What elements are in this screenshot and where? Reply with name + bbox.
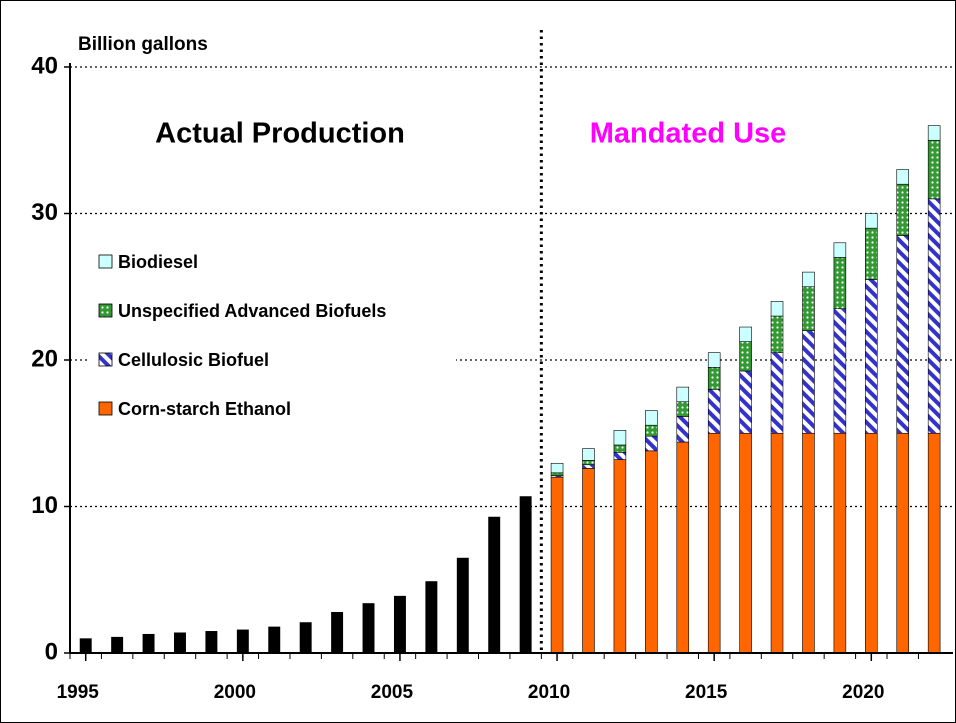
bar-segment — [425, 581, 438, 653]
bar-segment — [707, 432, 721, 654]
bar-segment — [739, 341, 752, 372]
bar-segment — [770, 432, 784, 654]
bar-segment — [739, 370, 752, 434]
x-tick-label: 2005 — [371, 682, 414, 703]
bar-segment — [896, 183, 909, 236]
bar-segment — [927, 198, 941, 434]
x-tick-label: 1995 — [57, 682, 100, 703]
legend-swatch — [98, 303, 113, 318]
bar-segment — [707, 352, 721, 368]
bar-segment — [613, 430, 627, 446]
bar-segment — [174, 632, 186, 653]
bar-segment — [802, 271, 815, 288]
bar-segment — [833, 257, 847, 310]
bar-segment — [299, 622, 312, 653]
bar-segment — [770, 315, 784, 353]
bar-segment — [645, 450, 658, 654]
x-tick-label: 2020 — [842, 682, 884, 703]
bar-segment — [707, 367, 721, 390]
legend-swatch — [98, 401, 113, 416]
bar-segment — [676, 416, 690, 443]
bar-segment — [488, 516, 501, 653]
bar-segment — [676, 401, 690, 417]
y-tick-label: 20 — [31, 345, 58, 372]
bar-segment — [896, 432, 909, 654]
bar-segment — [393, 595, 406, 653]
bar-segment — [739, 326, 752, 342]
x-tick-label: 2015 — [685, 682, 728, 703]
bar-segment — [833, 432, 847, 654]
x-tick-label: 2000 — [214, 682, 256, 703]
bar-segment — [927, 139, 941, 200]
y-axis-label: Billion gallons — [78, 34, 208, 55]
x-tick-label: 2010 — [528, 682, 570, 703]
legend-label: Cellulosic Biofuel — [118, 350, 269, 370]
annotation: Mandated Use — [590, 118, 787, 150]
bar-segment — [833, 308, 847, 434]
legend-label: Unspecified Advanced Biofuels — [118, 301, 386, 321]
bar-segment — [550, 476, 564, 654]
bar-segment — [865, 432, 878, 654]
bar-segment — [111, 636, 124, 653]
bar-segment — [802, 330, 815, 434]
legend-label: Corn-starch Ethanol — [118, 399, 291, 419]
bar-segment — [268, 626, 281, 653]
bar-segment — [613, 459, 627, 654]
bar-segment — [645, 410, 658, 426]
bar-segment — [645, 424, 658, 437]
bar-segment — [362, 603, 375, 653]
bar-segment — [865, 213, 878, 229]
bar-segment — [770, 301, 784, 317]
y-tick-label: 0 — [45, 638, 58, 665]
bar-segment — [739, 432, 752, 654]
bar-segment — [645, 435, 658, 452]
bar-segment — [896, 169, 909, 185]
bar-segment — [456, 557, 469, 653]
bar-segment — [707, 388, 721, 434]
y-tick-label: 10 — [31, 492, 58, 519]
bar-segment — [550, 472, 564, 477]
legend-label: Biodiesel — [118, 252, 198, 272]
bar-segment — [550, 462, 564, 474]
bar-segment — [582, 464, 595, 469]
bar-segment — [833, 242, 847, 258]
bar-segment — [676, 386, 690, 403]
bar-segment — [770, 352, 784, 434]
bar-segment — [613, 444, 627, 453]
y-tick-label: 40 — [31, 52, 58, 79]
bar-segment — [582, 460, 595, 466]
bar-segment — [205, 631, 218, 653]
bar-segment — [676, 441, 690, 654]
bar-segment — [79, 638, 92, 653]
bar-segment — [927, 432, 941, 654]
bar-segment — [802, 286, 815, 332]
legend-background — [88, 238, 456, 434]
bar-segment — [613, 451, 627, 460]
annotation: Actual Production — [155, 118, 405, 150]
bar-segment — [896, 235, 909, 434]
bar-segment — [865, 227, 878, 280]
bar-segment — [802, 432, 815, 654]
bar-segment — [582, 448, 595, 461]
bar-segment — [236, 629, 249, 653]
bar-segment — [331, 611, 344, 653]
bar-segment — [927, 125, 941, 141]
bar-segment — [582, 468, 595, 654]
legend-swatch — [98, 254, 113, 269]
bar-segment — [519, 496, 532, 653]
legend-swatch — [98, 352, 113, 367]
bar-segment — [142, 633, 155, 653]
y-tick-label: 30 — [31, 199, 58, 226]
bar-segment — [865, 279, 878, 434]
